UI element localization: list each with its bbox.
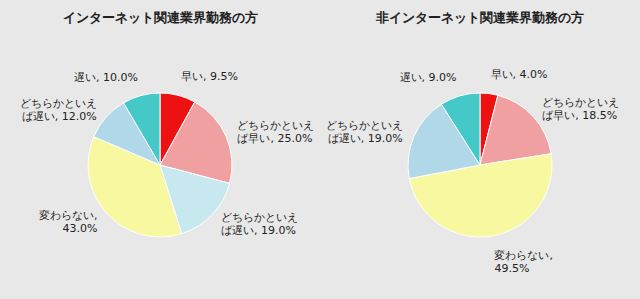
data-label: どちらかといえば早い, 18.5% xyxy=(542,96,619,122)
data-label-line: ば早い, 25.0% xyxy=(237,132,312,145)
pie-slice xyxy=(441,93,480,165)
data-label-line: どちらかといえ xyxy=(221,211,298,224)
data-label-line: ば早い, 18.5% xyxy=(542,109,617,122)
pie-slice xyxy=(480,95,551,165)
data-label: 変わらない,43.0% xyxy=(39,209,98,235)
data-label-line: 変わらない, xyxy=(39,209,98,222)
chart-title: 非インターネット関連業界勤務の方 xyxy=(375,10,584,25)
data-label: 早い, 9.5% xyxy=(181,70,238,83)
data-label: どちらかといえば早い, 25.0% xyxy=(237,119,314,145)
data-label-line: どちらかといえ xyxy=(542,96,619,109)
data-label: どちらかといえば遅い, 19.0% xyxy=(221,211,298,237)
data-label-line: ば遅い, 12.0% xyxy=(22,110,97,123)
chart-canvas: インターネット関連業界勤務の方早い, 9.5%どちらかといえば早い, 25.0%… xyxy=(0,0,640,299)
data-label-line: どちらかといえ xyxy=(326,119,403,132)
pie-panel: インターネット関連業界勤務の方早い, 9.5%どちらかといえば早い, 25.0%… xyxy=(20,10,315,237)
data-label-line: 49.5% xyxy=(494,262,529,275)
data-label-line: 変わらない, xyxy=(494,249,552,262)
data-label: 遅い, 9.0% xyxy=(400,71,457,84)
data-label-line: 早い, 9.5% xyxy=(181,70,238,83)
chart-title: インターネット関連業界勤務の方 xyxy=(63,10,258,25)
data-label: 変わらない,49.5% xyxy=(494,249,552,275)
data-label: どちらかといえば遅い, 12.0% xyxy=(20,97,97,123)
data-label-line: ば遅い, 19.0% xyxy=(221,224,296,237)
data-label: 遅い, 10.0% xyxy=(74,71,138,84)
pie-slice xyxy=(124,93,160,165)
data-label: どちらかといえば遅い, 19.0% xyxy=(326,119,403,145)
data-label-line: 早い, 4.0% xyxy=(491,68,548,81)
data-label-line: どちらかといえ xyxy=(237,119,314,132)
data-label-line: 遅い, 9.0% xyxy=(400,71,457,84)
data-label-line: どちらかといえ xyxy=(20,97,97,110)
data-label: 早い, 4.0% xyxy=(491,68,548,81)
pie-panel: 非インターネット関連業界勤務の方早い, 4.0%どちらかといえば早い, 18.5… xyxy=(326,10,620,275)
data-label-line: ば遅い, 19.0% xyxy=(328,132,403,145)
data-label-line: 遅い, 10.0% xyxy=(74,71,138,84)
data-label-line: 43.0% xyxy=(63,222,98,235)
